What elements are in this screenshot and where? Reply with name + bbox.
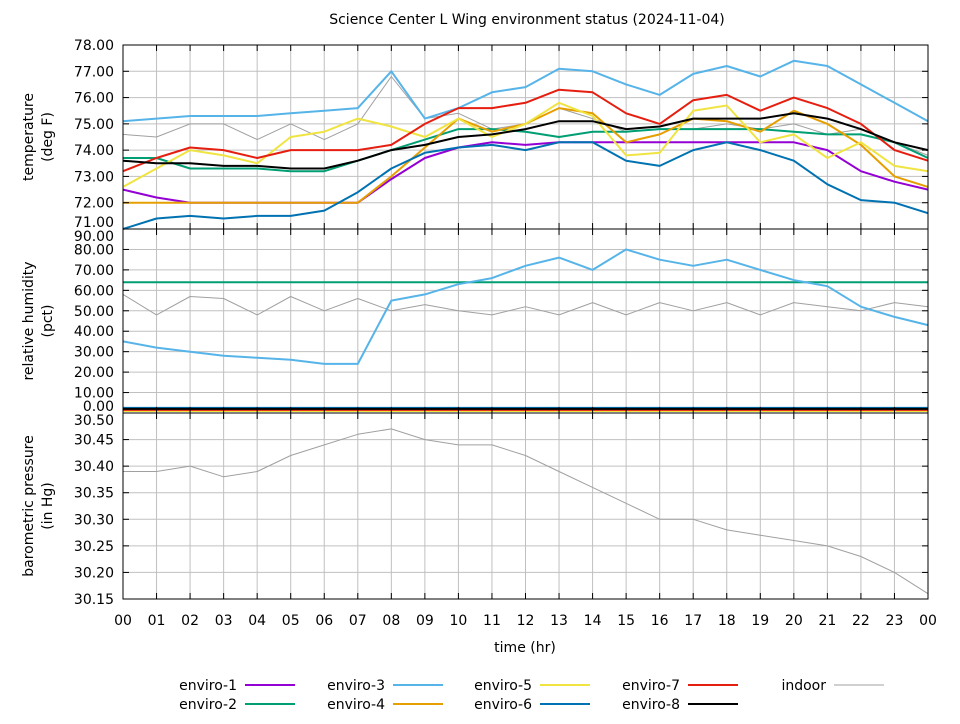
x-tick-label: 07 bbox=[349, 613, 367, 629]
y-tick-label: 70.00 bbox=[74, 263, 114, 279]
x-tick-label: 23 bbox=[886, 613, 904, 629]
y-tick-label: 71.00 bbox=[74, 215, 114, 231]
y-axis-label: temperature (deg F) bbox=[21, 93, 56, 181]
x-tick-label: 09 bbox=[416, 613, 434, 629]
x-tick-label: 18 bbox=[718, 613, 736, 629]
y-axis-label-line: temperature bbox=[21, 93, 37, 181]
y-tick-label: 80.00 bbox=[74, 242, 114, 258]
x-tick-label: 01 bbox=[148, 613, 166, 629]
y-tick-label: 30.20 bbox=[74, 565, 114, 581]
y-tick-label: 76.00 bbox=[74, 91, 114, 107]
y-axis-label: barometric pressure (in Hg) bbox=[21, 435, 56, 576]
x-tick-label: 00 bbox=[114, 613, 132, 629]
x-tick-label: 00 bbox=[919, 613, 937, 629]
y-tick-label: 73.00 bbox=[74, 169, 114, 185]
y-tick-label: 90.00 bbox=[74, 229, 114, 245]
y-tick-label: 30.50 bbox=[74, 413, 114, 429]
legend-label-enviro-7: enviro-7 bbox=[622, 678, 680, 694]
y-tick-label: 30.25 bbox=[74, 539, 114, 555]
y-axis-label-line: barometric pressure bbox=[21, 435, 37, 576]
panel-frames bbox=[122, 44, 929, 600]
x-tick-label: 03 bbox=[215, 613, 233, 629]
x-tick-label: 12 bbox=[517, 613, 535, 629]
y-tick-label: 30.15 bbox=[74, 592, 114, 608]
y-tick-label: 77.00 bbox=[74, 64, 114, 80]
y-tick-label: 30.40 bbox=[74, 459, 114, 475]
series-line-indoor-panel-2 bbox=[122, 293, 929, 316]
x-tick-label: 14 bbox=[584, 613, 602, 629]
x-tick-label: 16 bbox=[651, 613, 669, 629]
series-line-enviro-5-panel-1 bbox=[122, 101, 929, 188]
y-tick-label: 72.00 bbox=[74, 196, 114, 212]
series-line-enviro-3-panel-1 bbox=[122, 59, 929, 123]
y-tick-label: 30.00 bbox=[74, 345, 114, 361]
y-tick-label: 50.00 bbox=[74, 304, 114, 320]
x-tick-label: 04 bbox=[248, 613, 266, 629]
x-tick-label: 13 bbox=[550, 613, 568, 629]
series-line-enviro-2-panel-1 bbox=[123, 128, 929, 173]
legend-label-enviro-8: enviro-8 bbox=[622, 697, 680, 713]
x-tick-label: 10 bbox=[450, 613, 468, 629]
x-tick-label: 02 bbox=[181, 613, 199, 629]
legend: enviro-1 enviro-2 enviro-3 enviro-4 enviro-5… bbox=[179, 678, 884, 713]
x-tick-label: 05 bbox=[282, 613, 300, 629]
series-line-indoor-panel-3 bbox=[123, 428, 929, 595]
x-tick-label: 17 bbox=[684, 613, 702, 629]
y-tick-label: 20.00 bbox=[74, 365, 114, 381]
y-axis-label-line: (pct) bbox=[40, 305, 56, 338]
x-tick-label: 06 bbox=[315, 613, 333, 629]
x-tick-label: 22 bbox=[852, 613, 870, 629]
series-line-enviro-7-panel-1 bbox=[122, 88, 929, 173]
y-tick-label: 30.30 bbox=[74, 512, 114, 528]
tick-labels: 78.00 77.00 76.00 75.00 74.00 73.00 72.00 71.00… bbox=[21, 38, 937, 629]
panel-frame bbox=[122, 412, 929, 600]
y-tick-label: 74.00 bbox=[74, 143, 114, 159]
x-axis-label: time (hr) bbox=[494, 640, 556, 656]
y-tick-label: 60.00 bbox=[74, 283, 114, 299]
chart-title: Science Center L Wing environment status… bbox=[329, 12, 725, 28]
legend-label-enviro-3: enviro-3 bbox=[327, 678, 385, 694]
y-tick-label: 40.00 bbox=[74, 324, 114, 340]
x-tick-label: 20 bbox=[785, 613, 803, 629]
legend-label-enviro-5: enviro-5 bbox=[474, 678, 532, 694]
y-tick-label: 0.00 bbox=[83, 399, 114, 415]
x-tick-label: 11 bbox=[483, 613, 501, 629]
series-line-enviro-6-panel-1 bbox=[122, 141, 929, 230]
x-tick-label: 19 bbox=[751, 613, 769, 629]
y-tick-label: 10.00 bbox=[74, 386, 114, 402]
y-tick-label: 30.45 bbox=[74, 433, 114, 449]
x-tick-label: 08 bbox=[382, 613, 400, 629]
y-axis-label: relative humidity (pct) bbox=[21, 261, 56, 380]
y-axis-label-line: (in Hg) bbox=[40, 482, 56, 530]
x-tick-label: 21 bbox=[818, 613, 836, 629]
y-tick-label: 75.00 bbox=[74, 117, 114, 133]
legend-label-enviro-2: enviro-2 bbox=[179, 697, 237, 713]
x-tick-label: 15 bbox=[617, 613, 635, 629]
series-line-enviro-3-panel-2 bbox=[122, 248, 929, 365]
y-tick-label: 78.00 bbox=[74, 38, 114, 54]
legend-label-enviro-6: enviro-6 bbox=[474, 697, 532, 713]
legend-label-enviro-4: enviro-4 bbox=[327, 697, 385, 713]
series-line-enviro-8-panel-1 bbox=[122, 112, 929, 170]
y-axis-label-line: (deg F) bbox=[40, 112, 56, 162]
y-axis-label-line: relative humidity bbox=[21, 261, 37, 380]
legend-label-enviro-1: enviro-1 bbox=[179, 678, 237, 694]
y-tick-label: 30.35 bbox=[74, 486, 114, 502]
legend-label-indoor: indoor bbox=[781, 678, 826, 694]
